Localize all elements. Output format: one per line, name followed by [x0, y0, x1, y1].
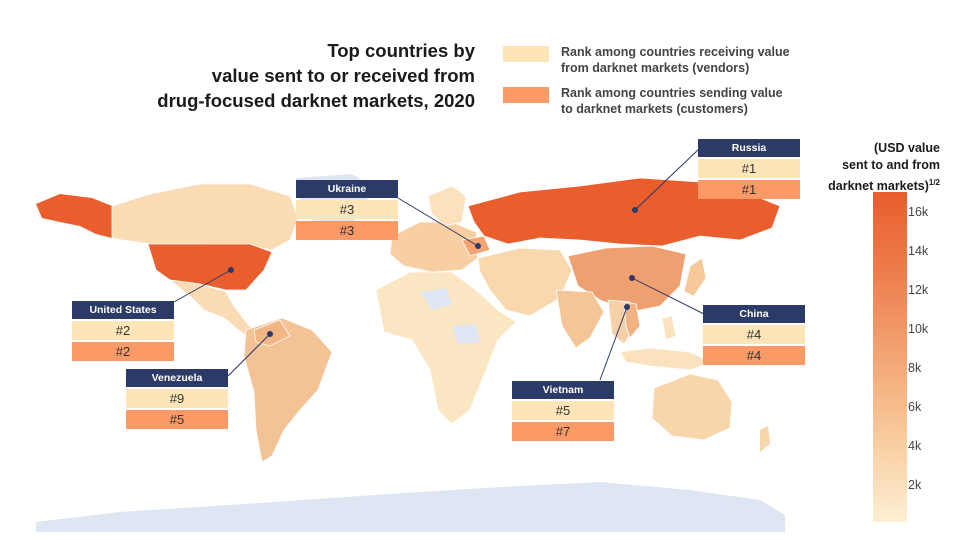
marker-russia: [632, 207, 638, 213]
sahara-no-data: [420, 288, 452, 310]
color-scale-bar: [873, 192, 907, 522]
connector-vietnam: [599, 306, 628, 381]
country-name: United States: [72, 301, 174, 319]
europe: [389, 221, 479, 273]
legend-vendors-line-1: Rank among countries receiving value: [561, 45, 790, 59]
legend-vendors: Rank among countries receiving value fro…: [503, 44, 831, 76]
scale-title-superscript: 1/2: [928, 178, 940, 187]
country-name: Ukraine: [296, 180, 398, 198]
scale-title-line-1: (USD value: [874, 141, 940, 155]
japan: [683, 257, 707, 297]
australia: [651, 373, 733, 441]
marker-vietnam: [624, 304, 630, 310]
customer-rank: #5: [126, 410, 228, 429]
connector-ukraine: [397, 197, 479, 247]
philippines: [661, 315, 677, 341]
connector-venezuela: [227, 333, 271, 377]
canada: [111, 183, 299, 251]
vendor-rank: #9: [126, 389, 228, 408]
country-name: Venezuela: [126, 369, 228, 387]
scale-tick-16k: 16k: [908, 205, 929, 219]
customer-rank: #4: [703, 346, 805, 365]
title-line-1: Top countries by: [327, 40, 475, 61]
scale-tick-14k: 14k: [908, 244, 929, 258]
africa: [375, 271, 517, 425]
vendor-rank: #1: [698, 159, 800, 178]
legend-vendors-swatch: [503, 46, 549, 62]
antarctica: [36, 482, 785, 532]
title-line-3: drug-focused darknet markets, 2020: [157, 90, 475, 111]
customer-rank: #1: [698, 180, 800, 199]
label-russia: Russia #1 #1: [698, 139, 800, 199]
south-america: [243, 317, 333, 463]
scandinavia: [427, 185, 467, 227]
vietnam: [623, 301, 641, 339]
scale-tick-6k: 6k: [908, 400, 922, 414]
vendor-rank: #5: [512, 401, 614, 420]
label-ukraine: Ukraine #3 #3: [296, 180, 398, 240]
connector-russia: [634, 147, 701, 211]
middle-east: [477, 247, 573, 317]
legend-customers: Rank among countries sending value to da…: [503, 85, 831, 117]
indonesia: [619, 347, 714, 371]
label-venezuela: Venezuela #9 #5: [126, 369, 228, 429]
scale-title-line-2: sent to and from: [842, 158, 940, 172]
label-vietnam: Vietnam #5 #7: [512, 381, 614, 441]
legend-customers-line-1: Rank among countries sending value: [561, 86, 783, 100]
vendor-rank: #2: [72, 321, 174, 340]
customer-rank: #7: [512, 422, 614, 441]
scale-tick-4k: 4k: [908, 439, 922, 453]
marker-ukraine: [475, 243, 481, 249]
united-states: [147, 243, 273, 291]
connector-china: [631, 277, 705, 315]
map-title: Top countries by value sent to or receiv…: [120, 38, 475, 113]
color-scale-title: (USD value sent to and from darknet mark…: [790, 140, 940, 195]
customer-rank: #3: [296, 221, 398, 240]
central-africa-no-data: [452, 324, 480, 344]
customer-rank: #2: [72, 342, 174, 361]
connector-united-states: [173, 269, 232, 303]
scale-tick-12k: 12k: [908, 283, 929, 297]
vendor-rank: #3: [296, 200, 398, 219]
scale-tick-10k: 10k: [908, 322, 929, 336]
legend-customers-line-2: to darknet markets (customers): [561, 102, 748, 116]
alaska: [36, 194, 112, 238]
scale-title-line-3: darknet markets): [828, 179, 929, 194]
country-name: China: [703, 305, 805, 323]
marker-united-states: [228, 267, 234, 273]
legend-vendors-line-2: from darknet markets (vendors): [561, 61, 750, 75]
country-name: Vietnam: [512, 381, 614, 399]
label-united-states: United States #2 #2: [72, 301, 174, 361]
legend-customers-swatch: [503, 87, 549, 103]
title-line-2: value sent to or received from: [211, 65, 475, 86]
marker-china: [629, 275, 635, 281]
new-zealand: [760, 426, 770, 452]
south-asia: [555, 289, 605, 349]
marker-venezuela: [267, 331, 273, 337]
label-china: China #4 #4: [703, 305, 805, 365]
scale-tick-8k: 8k: [908, 361, 922, 375]
scale-tick-2k: 2k: [908, 478, 922, 492]
vendor-rank: #4: [703, 325, 805, 344]
country-name: Russia: [698, 139, 800, 157]
